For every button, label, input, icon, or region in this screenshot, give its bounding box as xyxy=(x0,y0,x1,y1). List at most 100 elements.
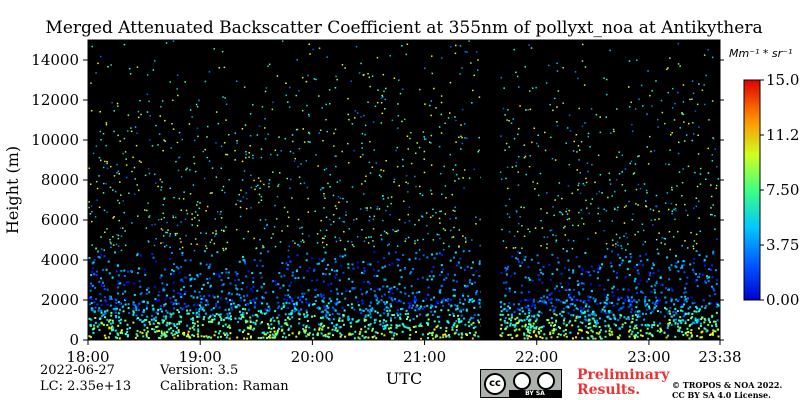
backscatter-pixel xyxy=(254,323,257,326)
backscatter-pixel xyxy=(139,99,141,102)
backscatter-pixel xyxy=(675,318,678,321)
backscatter-pixel xyxy=(708,268,711,271)
backscatter-pixel xyxy=(274,245,277,248)
backscatter-pixel xyxy=(612,128,615,131)
backscatter-pixel xyxy=(447,334,450,336)
backscatter-pixel xyxy=(331,328,334,331)
backscatter-pixel xyxy=(683,299,686,302)
backscatter-pixel xyxy=(314,295,317,298)
backscatter-pixel xyxy=(618,327,621,330)
backscatter-pixel xyxy=(355,320,358,323)
backscatter-pixel xyxy=(220,290,223,293)
backscatter-pixel xyxy=(584,252,587,254)
backscatter-pixel xyxy=(88,201,90,203)
backscatter-pixel xyxy=(451,236,453,239)
backscatter-pixel xyxy=(548,64,550,67)
backscatter-pixel xyxy=(90,183,92,185)
backscatter-pixel xyxy=(117,170,120,173)
backscatter-pixel xyxy=(159,178,162,181)
backscatter-pixel xyxy=(223,229,225,232)
backscatter-pixel xyxy=(198,207,201,210)
backscatter-pixel xyxy=(560,272,563,275)
backscatter-pixel xyxy=(453,256,455,259)
backscatter-pixel xyxy=(552,234,554,236)
backscatter-pixel xyxy=(256,134,259,136)
backscatter-pixel xyxy=(608,332,611,335)
backscatter-pixel xyxy=(102,284,105,287)
backscatter-pixel xyxy=(537,301,540,304)
backscatter-pixel xyxy=(151,145,154,147)
backscatter-pixel xyxy=(696,307,699,310)
backscatter-pixel xyxy=(221,271,224,274)
backscatter-pixel xyxy=(524,256,527,258)
backscatter-pixel xyxy=(234,305,237,308)
backscatter-pixel xyxy=(325,216,328,218)
backscatter-pixel xyxy=(612,270,615,273)
backscatter-pixel xyxy=(235,203,237,206)
backscatter-pixel xyxy=(478,262,481,265)
backscatter-pixel xyxy=(580,282,583,285)
backscatter-pixel xyxy=(671,212,673,215)
backscatter-pixel xyxy=(473,314,476,316)
backscatter-pixel xyxy=(235,273,238,276)
backscatter-pixel xyxy=(639,187,642,190)
backscatter-pixel xyxy=(335,303,338,306)
backscatter-pixel xyxy=(160,218,163,221)
backscatter-pixel xyxy=(142,320,145,323)
backscatter-pixel xyxy=(572,224,574,227)
backscatter-pixel xyxy=(535,327,538,330)
backscatter-pixel xyxy=(447,309,450,312)
backscatter-pixel xyxy=(440,253,443,256)
backscatter-pixel xyxy=(252,300,255,302)
backscatter-pixel xyxy=(371,336,374,339)
backscatter-pixel xyxy=(427,286,430,289)
backscatter-pixel xyxy=(173,336,176,339)
backscatter-pixel xyxy=(324,308,327,311)
backscatter-pixel xyxy=(276,154,279,156)
backscatter-pixel xyxy=(530,336,533,338)
backscatter-pixel xyxy=(435,212,437,214)
backscatter-pixel xyxy=(537,274,540,277)
backscatter-pixel xyxy=(137,110,140,113)
backscatter-pixel xyxy=(397,115,400,117)
backscatter-pixel xyxy=(518,308,521,311)
backscatter-pixel xyxy=(457,333,460,336)
backscatter-pixel xyxy=(328,273,331,276)
backscatter-pixel xyxy=(243,260,246,263)
backscatter-pixel xyxy=(528,318,531,321)
backscatter-pixel xyxy=(172,329,175,332)
backscatter-pixel xyxy=(363,319,366,322)
backscatter-pixel xyxy=(180,176,183,178)
backscatter-pixel xyxy=(334,155,336,158)
backscatter-pixel xyxy=(122,152,124,155)
backscatter-pixel xyxy=(178,271,181,274)
backscatter-pixel xyxy=(305,311,308,314)
backscatter-pixel xyxy=(676,185,678,187)
backscatter-pixel xyxy=(111,276,114,279)
backscatter-pixel xyxy=(226,334,229,337)
backscatter-pixel xyxy=(218,67,220,69)
backscatter-pixel xyxy=(433,320,436,323)
backscatter-pixel xyxy=(400,276,403,279)
backscatter-pixel xyxy=(189,279,192,282)
backscatter-pixel xyxy=(293,160,296,162)
backscatter-pixel xyxy=(301,301,304,304)
backscatter-pixel xyxy=(273,319,276,322)
backscatter-pixel xyxy=(646,192,648,194)
backscatter-pixel xyxy=(332,334,334,337)
backscatter-pixel xyxy=(109,241,111,243)
backscatter-pixel xyxy=(278,305,281,308)
backscatter-pixel xyxy=(651,105,653,107)
backscatter-pixel xyxy=(657,310,659,313)
backscatter-pixel xyxy=(145,335,148,338)
backscatter-pixel xyxy=(603,306,606,309)
backscatter-pixel xyxy=(687,165,690,168)
backscatter-pixel xyxy=(553,287,556,290)
backscatter-pixel xyxy=(421,333,424,336)
backscatter-pixel xyxy=(216,300,219,303)
backscatter-pixel xyxy=(648,324,650,327)
backscatter-pixel xyxy=(361,271,363,274)
backscatter-pixel xyxy=(406,316,409,318)
backscatter-pixel xyxy=(438,315,441,318)
backscatter-pixel xyxy=(680,295,683,298)
